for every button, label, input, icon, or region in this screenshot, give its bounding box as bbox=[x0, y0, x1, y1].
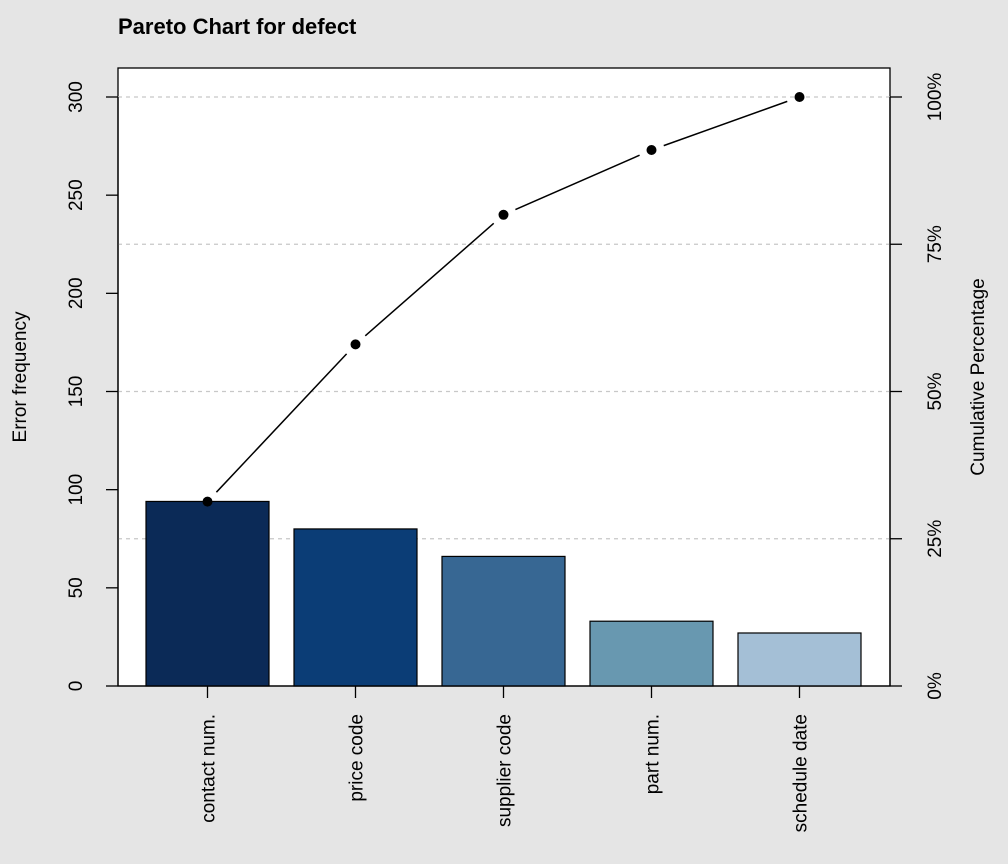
y-axis-label: Error frequency bbox=[10, 311, 31, 442]
y-tick-label: 100 bbox=[66, 474, 87, 506]
x-tick-label: price code bbox=[347, 714, 368, 802]
y2-tick-label: 75% bbox=[925, 225, 946, 263]
y-tick-label: 200 bbox=[66, 277, 87, 309]
bar bbox=[737, 632, 862, 687]
cumulative-point bbox=[498, 209, 509, 220]
y2-axis-label: Cumulative Percentage bbox=[968, 278, 989, 476]
cumulative-segment bbox=[663, 100, 788, 147]
bar bbox=[441, 555, 566, 687]
y-tick-label: 250 bbox=[66, 179, 87, 211]
cumulative-point bbox=[350, 339, 361, 350]
y-tick-label: 300 bbox=[66, 81, 87, 113]
x-tick-label: supplier code bbox=[495, 714, 516, 827]
y2-tick-label: 50% bbox=[925, 372, 946, 410]
y2-tick-label: 25% bbox=[925, 520, 946, 558]
x-tick-label: contact num. bbox=[199, 714, 220, 823]
bar bbox=[145, 500, 270, 687]
y-axis-right: 0% 25% 50% 75% 100% bbox=[889, 73, 946, 700]
chart-title: Pareto Chart for defect bbox=[118, 14, 357, 39]
y2-tick-label: 100% bbox=[925, 73, 946, 122]
y-tick-label: 150 bbox=[66, 376, 87, 408]
cumulative-point bbox=[794, 92, 805, 102]
y-tick-label: 50 bbox=[66, 577, 87, 598]
cumulative-line bbox=[202, 92, 805, 507]
cumulative-point bbox=[646, 145, 657, 156]
cumulative-segment bbox=[215, 353, 348, 493]
y-axis-left: 0 50 100 150 200 250 300 bbox=[66, 81, 119, 692]
x-tick-label: part num. bbox=[643, 714, 664, 794]
cumulative-point bbox=[202, 496, 213, 507]
x-tick-label: schedule date bbox=[791, 714, 812, 832]
bar bbox=[589, 620, 714, 687]
bar bbox=[293, 528, 418, 687]
y-tick-label: 0 bbox=[66, 681, 87, 692]
y2-tick-label: 0% bbox=[925, 672, 946, 700]
cumulative-segment bbox=[364, 222, 495, 337]
x-axis: contact num. price code supplier code part … bbox=[118, 685, 890, 832]
cumulative-segment bbox=[515, 154, 640, 211]
